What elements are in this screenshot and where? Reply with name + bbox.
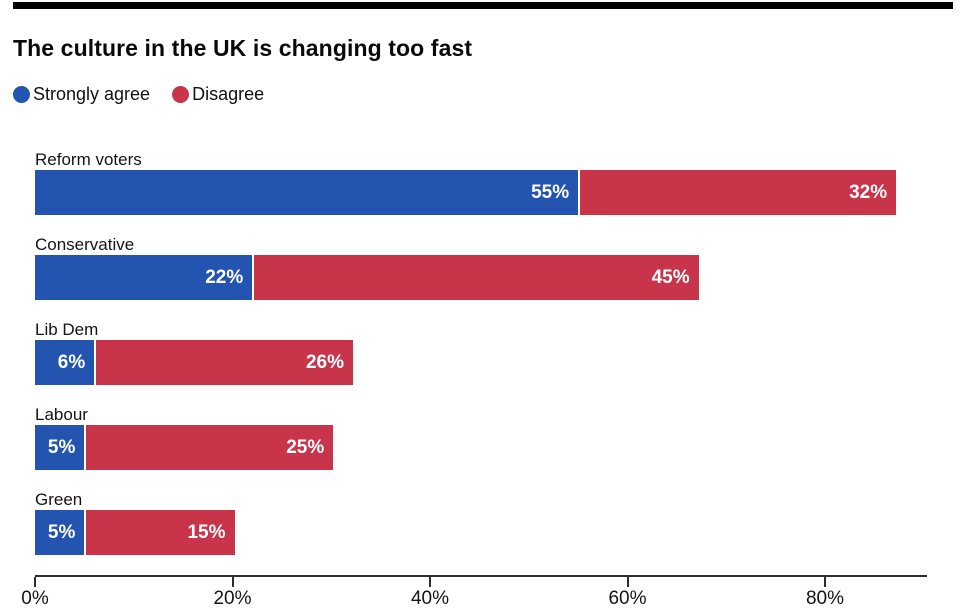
bar-value-label: 5% <box>47 521 76 543</box>
category-label: Labour <box>35 405 88 424</box>
stacked-bar-chart: Reform voters 55% 32% Conservative 22% 45% Lib… <box>21 150 927 611</box>
bar-track: 22% 45% <box>35 255 927 300</box>
bar-track: 55% 32% <box>35 170 927 215</box>
chart-rows: Reform voters 55% 32% Conservative 22% 45% Lib… <box>35 150 927 555</box>
axis-tick-label: 80% <box>805 588 845 609</box>
axis-tick-label: 20% <box>213 588 252 609</box>
axis-tick-mark <box>824 577 826 587</box>
bar-value-label: 55% <box>531 181 570 203</box>
axis-tick-mark <box>626 577 629 587</box>
bar-segment-strongly-agree: 55% <box>35 170 579 215</box>
bar-segment-strongly-agree: 6% <box>35 340 95 385</box>
axis-tick-mark <box>231 577 234 587</box>
bar-segment-strongly-agree: 5% <box>35 510 85 555</box>
bar-track: 5% 25% <box>35 425 927 470</box>
legend-swatch-circle-icon <box>172 85 190 103</box>
bar-track: 6% 26% <box>35 340 927 385</box>
x-axis: 0% 20% 40% 60% 80% <box>21 575 927 611</box>
chart-row: Labour 5% 25% <box>35 405 927 470</box>
bar-value-label: 25% <box>286 436 325 458</box>
chart-row: Reform voters 55% 32% <box>35 150 927 215</box>
bar-value-label: 22% <box>205 266 244 288</box>
bar-segment-disagree: 15% <box>86 510 235 555</box>
axis-tick-label: 40% <box>410 588 450 609</box>
chart-row: Green 5% 15% <box>35 490 927 555</box>
bar-value-label: 5% <box>47 436 76 458</box>
bar-value-label: 15% <box>187 521 226 543</box>
category-label: Green <box>35 490 83 509</box>
category-label: Reform voters <box>35 150 142 169</box>
axis-tick-mark <box>34 577 36 587</box>
chart-row: Conservative 22% 45% <box>35 235 927 300</box>
bar-segment-disagree: 25% <box>86 425 334 470</box>
bar-segment-strongly-agree: 5% <box>35 425 85 470</box>
top-rule <box>13 2 953 9</box>
legend-item: Disagree <box>172 84 264 105</box>
axis-tick-mark <box>429 577 431 587</box>
bar-track: 5% 15% <box>35 510 927 555</box>
category-label: Lib Dem <box>35 320 99 339</box>
legend-label: Disagree <box>192 83 265 104</box>
bar-segment-disagree: 32% <box>580 170 897 215</box>
legend: Strongly agree Disagree <box>13 83 960 105</box>
legend-swatch-circle-icon <box>13 85 30 103</box>
bar-segment-disagree: 45% <box>254 255 699 300</box>
bar-value-label: 32% <box>849 181 888 203</box>
axis-tick-label: 0% <box>21 588 49 609</box>
legend-label: Strongly agree <box>33 83 151 104</box>
legend-item: Strongly agree <box>13 84 150 105</box>
axis-tick-label: 60% <box>608 588 647 609</box>
bar-segment-disagree: 26% <box>96 340 353 385</box>
category-label: Conservative <box>35 235 135 254</box>
bar-value-label: 26% <box>305 351 344 373</box>
chart-row: Lib Dem 6% 26% <box>35 320 927 385</box>
bar-value-label: 6% <box>57 351 86 373</box>
bar-value-label: 45% <box>651 266 690 288</box>
chart-title: The culture in the UK is changing too fa… <box>13 35 473 61</box>
bar-segment-strongly-agree: 22% <box>35 255 253 300</box>
